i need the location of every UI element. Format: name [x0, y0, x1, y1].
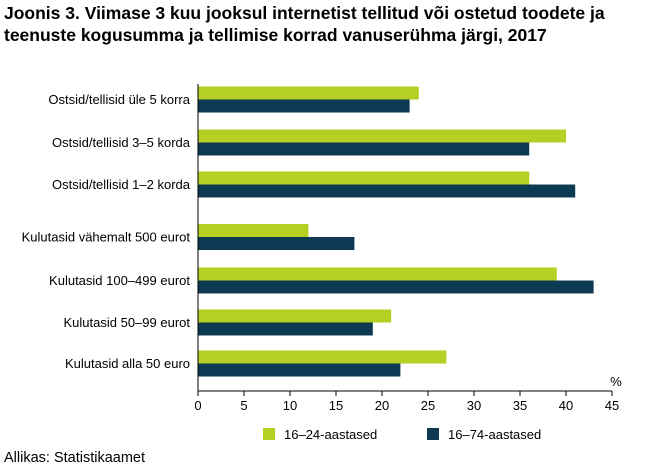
category-label-1: Ostsid/tellisid 3–5 korda	[52, 135, 191, 150]
bar-series1-6	[198, 350, 447, 364]
category-label-5: Kulutasid 50–99 eurot	[64, 315, 191, 330]
x-tick-label-0: 0	[194, 398, 201, 413]
category-label-3: Kulutasid vähemalt 500 eurot	[22, 230, 191, 245]
category-label-4: Kulutasid 100–499 eurot	[49, 273, 190, 288]
x-tick-label-7: 35	[513, 398, 527, 413]
bar-series2-1	[198, 142, 530, 156]
x-tick-label-3: 15	[329, 398, 343, 413]
category-label-0: Ostsid/tellisid üle 5 korra	[48, 92, 190, 107]
x-tick-label-5: 25	[421, 398, 435, 413]
category-label-2: Ostsid/tellisid 1–2 korda	[52, 177, 191, 192]
bar-series1-1	[198, 129, 566, 143]
x-tick-label-9: 45	[605, 398, 619, 413]
legend-label-1: 16–24-aastased	[284, 427, 377, 442]
bar-series1-0	[198, 86, 419, 100]
x-tick-label-4: 20	[375, 398, 389, 413]
bar-series2-0	[198, 99, 410, 113]
chart-title: Joonis 3. Viimase 3 kuu jooksul internet…	[4, 3, 605, 45]
x-tick-label-6: 30	[467, 398, 481, 413]
bar-series1-5	[198, 309, 392, 323]
x-tick-label-8: 40	[559, 398, 573, 413]
bar-series1-3	[198, 224, 309, 237]
bar-series2-2	[198, 184, 576, 198]
unit-label: %	[610, 374, 622, 389]
category-label-6: Kulutasid alla 50 euro	[65, 356, 190, 371]
bar-series1-2	[198, 171, 530, 185]
bar-series2-5	[198, 322, 373, 336]
bar-chart: Ostsid/tellisid üle 5 korra Ostsid/tellis…	[22, 84, 622, 442]
bar-series2-6	[198, 363, 401, 377]
x-tick-label-2: 10	[283, 398, 297, 413]
bar-series2-4	[198, 280, 594, 294]
source-note: Allikas: Statistikaamet	[4, 450, 146, 466]
legend-label-2: 16–74-aastased	[448, 427, 541, 442]
x-tick-label-1: 5	[240, 398, 247, 413]
legend-swatch-2	[427, 428, 439, 440]
legend-swatch-1	[263, 428, 275, 440]
bar-series2-3	[198, 237, 355, 250]
bar-series1-4	[198, 267, 557, 281]
